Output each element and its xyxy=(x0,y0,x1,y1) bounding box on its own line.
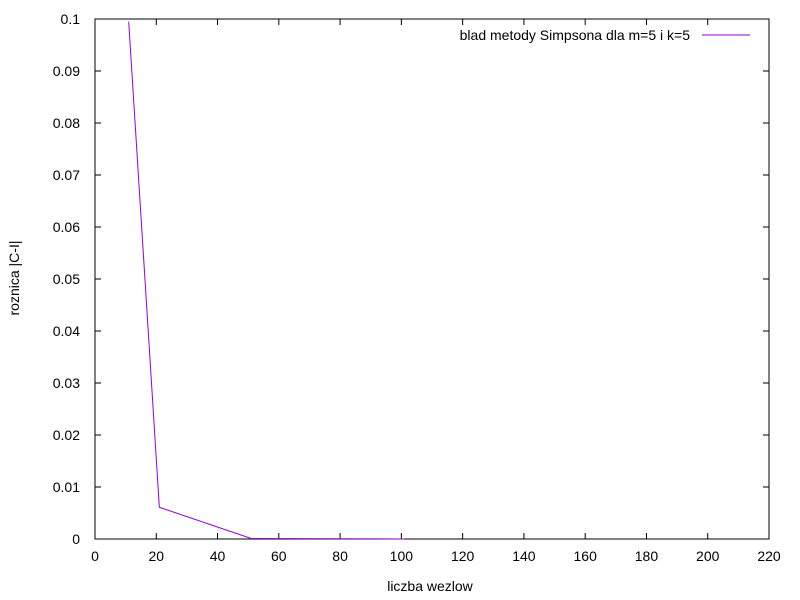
x-tick-label: 200 xyxy=(696,548,720,564)
y-axis-label: roznica |C-I| xyxy=(6,241,22,316)
y-tick-label: 0.08 xyxy=(53,115,80,131)
x-tick-label: 220 xyxy=(757,548,781,564)
x-tick-label: 20 xyxy=(148,548,164,564)
series-layer xyxy=(128,21,405,540)
x-axis-ticks: 0 20 40 60 80 100 120 140 160 180 200 220 xyxy=(91,19,781,564)
x-tick-label: 140 xyxy=(512,548,536,564)
x-tick-label: 40 xyxy=(210,548,226,564)
y-tick-label: 0.03 xyxy=(53,375,80,391)
y-tick-label: 0 xyxy=(72,531,80,547)
y-tick-label: 0.05 xyxy=(53,271,80,287)
legend-label: blad metody Simpsona dla m=5 i k=5 xyxy=(460,27,691,43)
y-tick-label: 0.07 xyxy=(53,167,80,183)
y-tick-label: 0.1 xyxy=(61,11,81,27)
y-tick-label: 0.09 xyxy=(53,63,80,79)
x-tick-label: 160 xyxy=(574,548,598,564)
y-tick-label: 0.01 xyxy=(53,479,80,495)
x-tick-label: 100 xyxy=(390,548,414,564)
legend: blad metody Simpsona dla m=5 i k=5 xyxy=(460,27,750,43)
x-axis-label: liczba wezlow xyxy=(387,578,473,594)
x-tick-label: 180 xyxy=(635,548,659,564)
x-tick-label: 80 xyxy=(332,548,348,564)
x-tick-label: 0 xyxy=(91,548,99,564)
y-tick-label: 0.02 xyxy=(53,427,80,443)
y-tick-label: 0.06 xyxy=(53,219,80,235)
x-tick-label: 60 xyxy=(271,548,287,564)
y-axis-ticks: 0 0.01 0.02 0.03 0.04 0.05 0.06 0.07 0.08 0.09 0.1 xyxy=(53,11,769,547)
x-tick-label: 120 xyxy=(451,548,475,564)
y-tick-label: 0.04 xyxy=(53,323,80,339)
series-line xyxy=(128,21,405,540)
